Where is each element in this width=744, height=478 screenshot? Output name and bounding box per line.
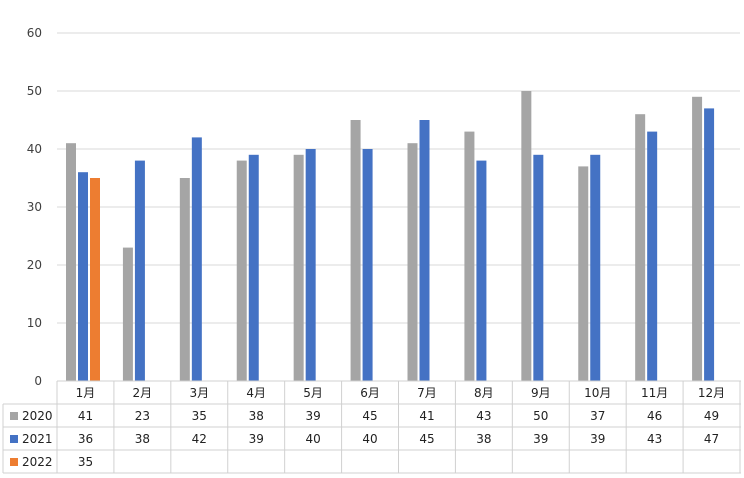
data-label-2020-8: 43 [476,409,491,423]
x-tick-label: 1月 [76,386,96,400]
bar-2021-7 [419,120,430,381]
y-tick-label: 50 [27,84,42,98]
data-label-2020-4: 38 [249,409,264,423]
data-label-2021-1: 36 [78,432,93,446]
bar-2021-1 [78,172,88,381]
data-label-2020-10: 37 [590,409,605,423]
x-tick-label: 3月 [189,386,209,400]
bar-2022-1 [90,178,100,381]
y-tick-label: 30 [27,200,42,214]
data-label-2021-12: 47 [704,432,719,446]
bar-2020-9 [521,91,532,381]
data-label-2020-5: 39 [305,409,320,423]
legend-key-2022 [10,458,18,466]
x-tick-label: 5月 [303,386,323,400]
bar-2021-6 [362,149,373,381]
data-label-2020-2: 23 [135,409,150,423]
bar-2020-4 [236,160,247,381]
data-label-2021-3: 42 [192,432,207,446]
data-label-2021-11: 43 [647,432,662,446]
gridlines [57,32,740,324]
bar-2021-9 [533,154,544,381]
legend-key-2020 [10,412,18,420]
bar-2021-8 [476,160,487,381]
data-label-2021-4: 39 [249,432,264,446]
data-label-2021-10: 39 [590,432,605,446]
x-tick-label: 12月 [698,386,725,400]
x-tick-label: 4月 [246,386,266,400]
legend-key-2021 [10,435,18,443]
data-label-2021-8: 38 [476,432,491,446]
y-tick-label: 0 [34,374,42,388]
bar-2021-11 [647,131,658,381]
y-tick-label: 20 [27,258,42,272]
bar-2020-8 [464,131,475,381]
bar-2021-5 [305,149,316,381]
y-tick-label: 40 [27,142,42,156]
bar-2020-6 [350,120,361,381]
legend-label-2022: 2022 [22,455,53,469]
bar-2020-10 [578,166,589,381]
y-tick-label: 60 [27,26,42,40]
data-label-2020-9: 50 [533,409,548,423]
data-label-2021-5: 40 [305,432,320,446]
data-label-2020-1: 41 [78,409,93,423]
data-label-2020-12: 49 [704,409,719,423]
bars [66,91,715,382]
bar-2020-2 [122,247,133,381]
bar-2020-7 [407,143,418,381]
data-label-2020-6: 45 [362,409,377,423]
bar-2021-3 [191,137,202,381]
x-tick-label: 9月 [531,386,551,400]
data-label-2020-11: 46 [647,409,662,423]
bar-2021-2 [134,160,145,381]
bar-2020-12 [692,96,703,382]
bar-2020-11 [635,114,646,381]
data-label-2022-1: 35 [78,455,93,469]
legend-label-2021: 2021 [22,432,53,446]
y-axis-tick-labels: 0 10 20 30 40 50 60 [27,26,42,388]
x-tick-label: 8月 [474,386,494,400]
data-label-2021-7: 45 [419,432,434,446]
data-label-2021-9: 39 [533,432,548,446]
x-tick-label: 2月 [133,386,153,400]
bar-2020-1 [66,143,76,381]
y-tick-label: 10 [27,316,42,330]
x-tick-label: 10月 [584,386,611,400]
data-label-2020-3: 35 [192,409,207,423]
x-tick-label: 11月 [641,386,668,400]
bar-2021-12 [704,108,715,382]
x-tick-label: 6月 [360,386,380,400]
bar-2020-5 [293,154,304,381]
legend-label-2020: 2020 [22,409,53,423]
data-label-2021-6: 40 [362,432,377,446]
x-tick-label: 7月 [417,386,437,400]
bar-2021-4 [248,154,259,381]
data-label-2021-2: 38 [135,432,150,446]
bar-2021-10 [590,154,601,381]
data-table: 1月 2月 3月 4月 5月 6月 7月 8月 9月 10月 11月 12月 2020 41 23 35 38 3… [2,380,741,474]
data-label-2020-7: 41 [419,409,434,423]
bar-2020-3 [179,178,190,381]
